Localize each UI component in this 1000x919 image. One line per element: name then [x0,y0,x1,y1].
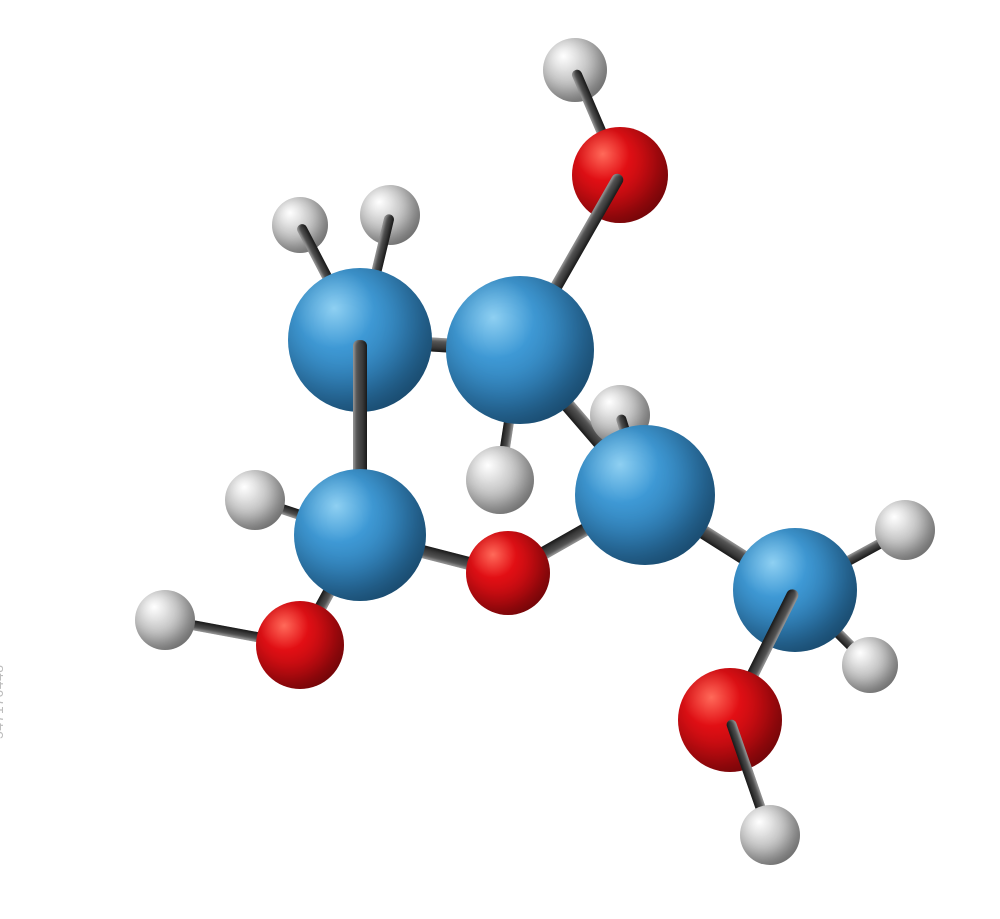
atom-H_C5a [875,500,935,560]
atom-C1 [294,469,426,601]
atom-O_ring [466,531,550,615]
atom-H_C3 [466,446,534,514]
atom-H_O1 [135,590,195,650]
atom-H_O5 [740,805,800,865]
atom-O1 [256,601,344,689]
atom-C4 [575,425,715,565]
atom-H_C5b [842,637,898,693]
molecule-viewport [0,0,1000,919]
atom-C3 [446,276,594,424]
watermark-text: 547176448 [0,664,6,739]
atom-H_C1 [225,470,285,530]
